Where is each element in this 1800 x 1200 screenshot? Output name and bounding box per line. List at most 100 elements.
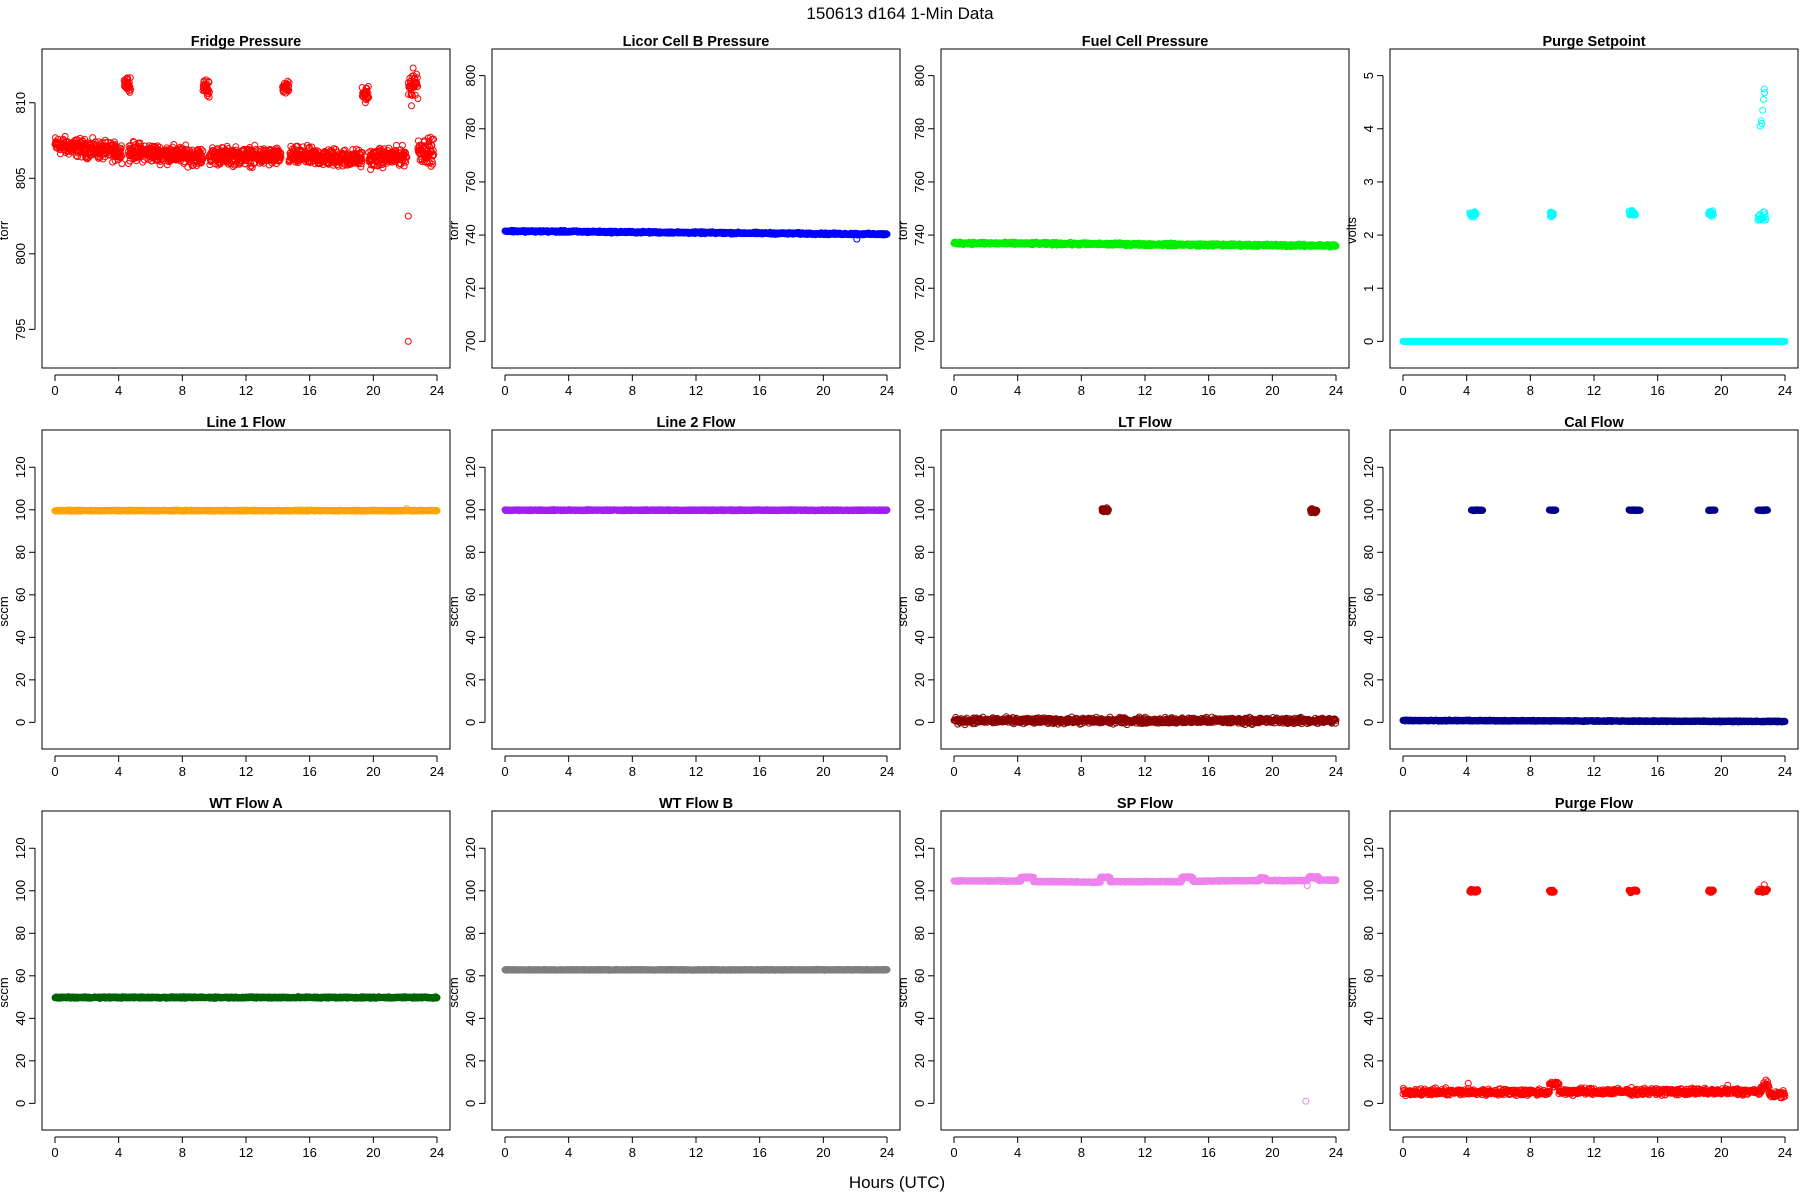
panel-title: Purge Setpoint (1542, 34, 1645, 50)
x-tick-label: 20 (366, 383, 380, 398)
y-tick-label: 700 (463, 331, 478, 353)
y-tick-label: 60 (13, 588, 28, 602)
panel-title: Licor Cell B Pressure (623, 34, 770, 50)
data-point (155, 156, 163, 164)
x-tick-label: 4 (115, 764, 122, 779)
y-tick-label: 2 (1361, 231, 1376, 238)
data-point (206, 161, 214, 169)
y-tick-label: 120 (13, 456, 28, 478)
plot-frame (41, 48, 451, 369)
y-tick-label: 800 (13, 243, 28, 265)
data-point (199, 155, 207, 163)
x-tick-label: 20 (1714, 383, 1728, 398)
y-tick-label: 720 (912, 277, 927, 299)
x-tick-label: 8 (179, 383, 186, 398)
y-tick-label: 760 (912, 171, 927, 193)
data-point (110, 138, 118, 146)
figure-x-axis-label: Hours (UTC) (849, 1173, 945, 1192)
y-tick-label: 5 (1361, 72, 1376, 79)
y-tick-label: 100 (13, 499, 28, 521)
y-tick-label: 40 (13, 630, 28, 644)
data-points (950, 238, 1340, 251)
plot-frame (1389, 48, 1799, 369)
y-tick-label: 795 (13, 318, 28, 340)
x-tick-label: 12 (1587, 383, 1601, 398)
data-point (170, 141, 178, 148)
data-point (1760, 96, 1767, 103)
y-tick-label: 740 (912, 224, 927, 246)
plot-frame (41, 429, 451, 750)
x-tick-label: 16 (1201, 383, 1215, 398)
x-tick-label: 4 (1463, 383, 1470, 398)
y-tick-label: 0 (1361, 338, 1376, 345)
y-axis-label: volts (1344, 217, 1359, 244)
y-tick-label: 3 (1361, 178, 1376, 185)
data-points (501, 226, 891, 243)
x-tick-label: 24 (880, 383, 894, 398)
data-point (197, 145, 205, 153)
y-axis-label: torr (0, 220, 11, 240)
data-point (74, 153, 81, 161)
x-tick-label: 24 (430, 383, 444, 398)
x-tick-label: 0 (51, 764, 58, 779)
data-point (117, 142, 125, 150)
data-point (404, 212, 412, 220)
data-point (408, 102, 415, 110)
x-tick-label: 20 (366, 764, 380, 779)
y-tick-label: 780 (912, 118, 927, 140)
x-tick-label: 16 (302, 383, 316, 398)
y-tick-label: 720 (463, 277, 478, 299)
y-tick-label: 780 (463, 118, 478, 140)
x-tick-label: 4 (115, 383, 122, 398)
data-point (117, 145, 125, 152)
plot-frame (491, 48, 901, 369)
y-tick-label: 20 (13, 673, 28, 687)
data-points (51, 64, 438, 345)
panel-title: Line 1 Flow (207, 415, 287, 431)
x-tick-label: 0 (950, 383, 957, 398)
y-tick-label: 4 (1361, 125, 1376, 132)
y-tick-label: 800 (463, 65, 478, 87)
data-point (409, 64, 417, 72)
y-tick-label: 810 (13, 92, 28, 114)
x-tick-label: 16 (752, 383, 766, 398)
y-tick-label: 1 (1361, 285, 1376, 292)
y-tick-label: 760 (463, 171, 478, 193)
x-tick-label: 4 (565, 383, 572, 398)
data-point (1759, 106, 1767, 114)
y-tick-label: 800 (912, 65, 927, 87)
data-point (118, 152, 126, 160)
data-point (1761, 89, 1769, 97)
x-tick-label: 0 (1399, 383, 1406, 398)
y-tick-label: 0 (13, 719, 28, 726)
data-point (118, 160, 126, 168)
x-tick-label: 4 (1014, 383, 1021, 398)
plot-frame (940, 48, 1350, 369)
x-tick-label: 20 (1265, 383, 1279, 398)
panel-title: Fuel Cell Pressure (1082, 34, 1209, 50)
y-tick-label: 740 (463, 224, 478, 246)
data-points (51, 505, 441, 515)
data-point (404, 337, 412, 345)
y-tick-label: 805 (13, 167, 28, 189)
x-tick-label: 12 (1138, 383, 1152, 398)
x-tick-label: 8 (1078, 383, 1085, 398)
x-tick-label: 8 (629, 383, 636, 398)
data-point (139, 158, 147, 166)
x-tick-label: 12 (239, 764, 253, 779)
x-tick-label: 24 (1778, 383, 1792, 398)
data-points (1399, 85, 1789, 345)
x-tick-label: 0 (501, 383, 508, 398)
x-tick-label: 8 (179, 764, 186, 779)
figure-title: 150613 d164 1-Min Data (806, 4, 994, 23)
x-tick-label: 24 (430, 764, 444, 779)
y-axis-label: torr (895, 220, 910, 240)
panel-title: Fridge Pressure (191, 34, 301, 50)
y-axis-label: torr (446, 220, 461, 240)
x-tick-label: 12 (239, 383, 253, 398)
